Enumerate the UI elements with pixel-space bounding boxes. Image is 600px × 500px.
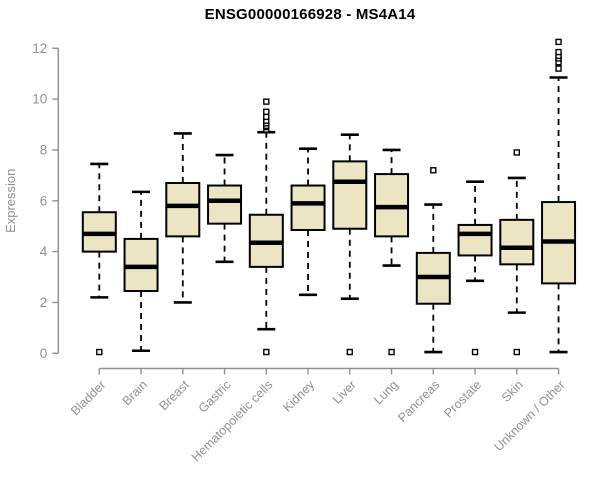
- outlier-point: [346, 348, 353, 356]
- box-kidney: [290, 184, 326, 232]
- x-tick-label: Lung: [371, 378, 401, 408]
- box-gastric: [207, 184, 243, 225]
- x-tick-label: Gastric: [196, 378, 234, 416]
- box-skin: [499, 218, 535, 266]
- outlier-point: [555, 48, 562, 56]
- x-tick-label: Bladder: [68, 378, 108, 418]
- box-breast: [165, 181, 201, 238]
- outlier-point: [96, 348, 103, 356]
- x-tick-label: Unknown / Other: [491, 378, 567, 454]
- box-liver: [332, 160, 368, 230]
- chart-title: ENSG00000166928 - MS4A14: [204, 6, 416, 23]
- outlier-point: [263, 98, 270, 105]
- box-prostate: [457, 223, 493, 257]
- x-tick-label: Breast: [156, 377, 192, 413]
- outlier-point: [471, 348, 479, 356]
- x-tick-label: Pancreas: [395, 378, 442, 425]
- outlier-point: [430, 167, 437, 174]
- x-tick-label: Prostate: [441, 378, 484, 421]
- outlier-point: [263, 113, 270, 121]
- y-tick-label: 12: [32, 41, 47, 56]
- outlier-point: [513, 348, 520, 356]
- x-tick-label: Hematopoietic cells: [189, 378, 276, 465]
- x-tick-label: Brain: [120, 378, 151, 409]
- y-tick-label: 10: [32, 92, 47, 107]
- y-tick-label: 0: [40, 346, 48, 361]
- y-tick-label: 2: [40, 295, 48, 310]
- outlier-point: [263, 348, 270, 356]
- y-tick-label: 8: [40, 142, 48, 157]
- y-axis-title: Expression: [3, 169, 18, 233]
- outlier-point: [263, 108, 270, 116]
- outlier-point: [513, 149, 520, 156]
- x-tick-label: Kidney: [280, 377, 317, 414]
- y-tick-label: 6: [40, 193, 48, 208]
- x-tick-label: Liver: [330, 378, 359, 407]
- outlier-point: [555, 65, 562, 72]
- y-tick-label: 4: [40, 244, 48, 259]
- outlier-point: [388, 348, 395, 356]
- x-tick-label: Skin: [499, 378, 526, 405]
- outlier-point: [555, 38, 562, 46]
